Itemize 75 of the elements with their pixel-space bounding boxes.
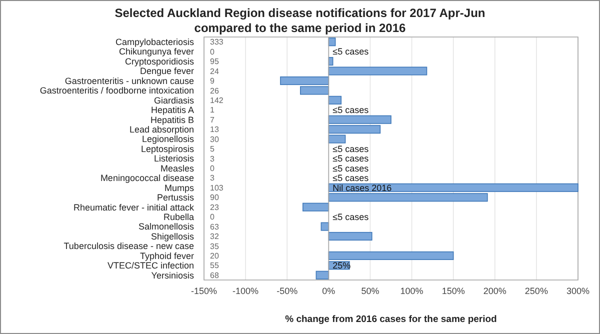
- annotation: 3: [210, 174, 215, 183]
- annotation: 0: [210, 47, 215, 56]
- annotation: 1: [210, 106, 215, 115]
- bar: [302, 202, 330, 212]
- data-label: Nil cases 2016: [332, 182, 392, 193]
- annotation: 103: [210, 183, 224, 192]
- y-tick-label: Lead absorption: [129, 124, 194, 134]
- y-tick-label: Dengue fever: [140, 66, 194, 76]
- y-tick-label: Gastroenteritis / foodborne intoxication: [40, 86, 194, 96]
- y-tick-label: Campylobacteriosis: [115, 37, 194, 48]
- annotation: 0: [210, 212, 215, 222]
- y-tick-label: VTEC/STEC infection: [107, 260, 194, 271]
- x-tick-label: 150%: [442, 286, 465, 296]
- annotation: 30: [210, 134, 220, 144]
- x-tick-label: -150%: [190, 286, 218, 296]
- annotation: 35: [210, 242, 220, 251]
- chart-title: Selected Auckland Region disease notifications for 2017 Apr-Jun compared to the same period in 2016: [114, 6, 486, 36]
- text: ≤5 cases: [332, 154, 369, 164]
- x-tick-label: 100%: [400, 286, 424, 296]
- text: ≤5 cases: [332, 212, 369, 222]
- y-tick-label: Typhoid fever: [140, 250, 194, 261]
- annotation: 142: [210, 96, 224, 105]
- x-tick-label: 0%: [322, 286, 336, 296]
- annotation: 5: [210, 144, 215, 154]
- y-tick-label: Gastroenteritis - unknown cause: [64, 76, 194, 86]
- x-tick-label: 50%: [361, 286, 380, 296]
- y-tick-label: Tuberculosis disease - new case: [64, 241, 194, 252]
- y-tick-label: Pertussis: [156, 192, 194, 203]
- annotation: 7: [210, 115, 215, 124]
- y-tick-label: Chikungunya fever: [118, 46, 194, 57]
- annotation: 63: [210, 222, 220, 232]
- text: ≤5 cases: [332, 144, 369, 154]
- y-tick-label: Shigellosis: [150, 231, 194, 242]
- annotation: 26: [210, 86, 220, 96]
- x-tick-label: 250%: [524, 286, 548, 296]
- x-tick-label: -50%: [276, 286, 298, 296]
- bar: [328, 96, 342, 104]
- text: ≤5 cases: [332, 173, 369, 184]
- x-tick-label: -100%: [232, 286, 259, 296]
- annotation: 0: [210, 164, 215, 174]
- y-tick-label: Hepatitis B: [150, 114, 194, 125]
- text: ≤5 cases: [332, 163, 369, 174]
- y-tick-label: Mumps: [164, 182, 194, 193]
- annotation: 24: [210, 66, 220, 76]
- annotation: 13: [210, 125, 220, 134]
- annotation: 32: [210, 232, 220, 242]
- annotation: 3: [210, 154, 215, 164]
- annotation: 55: [210, 261, 220, 270]
- annotation: 90: [210, 193, 220, 202]
- annotation: 333: [210, 38, 224, 47]
- text: ≤5 cases: [332, 46, 369, 57]
- y-tick-label: Leptospirosis: [140, 144, 194, 154]
- bar: [316, 270, 330, 280]
- text: ≤5 cases: [332, 105, 369, 116]
- annotation: 68: [210, 270, 220, 280]
- y-tick-label: Salmonellosis: [138, 222, 194, 232]
- x-tick-label: 300%: [566, 286, 590, 296]
- annotation: 23: [210, 202, 220, 212]
- annotation: 9: [210, 76, 215, 86]
- y-tick-label: Meningococcal disease: [100, 173, 194, 184]
- y-tick-label: Rubella: [163, 212, 194, 222]
- annotation: 95: [210, 57, 220, 66]
- y-tick-label: Measles: [160, 163, 194, 174]
- bar: [320, 222, 330, 231]
- bar: [328, 232, 372, 241]
- y-tick-label: Rheumatic fever - initial attack: [73, 202, 194, 212]
- annotation: 20: [210, 252, 220, 260]
- y-tick-label: Legionellosis: [142, 134, 194, 144]
- y-tick-label: Cryptosporidiosis: [124, 56, 194, 66]
- y-tick-label: Yersiniosis: [151, 270, 194, 280]
- y-tick-label: Hepatitis A: [150, 105, 194, 116]
- y-tick-label: Listeriosis: [154, 154, 194, 164]
- x-tick-label: 200%: [483, 286, 506, 296]
- y-tick-label: Giardiasis: [154, 95, 194, 106]
- x-axis-title: % change from 2016 cases for the same period: [285, 314, 498, 325]
